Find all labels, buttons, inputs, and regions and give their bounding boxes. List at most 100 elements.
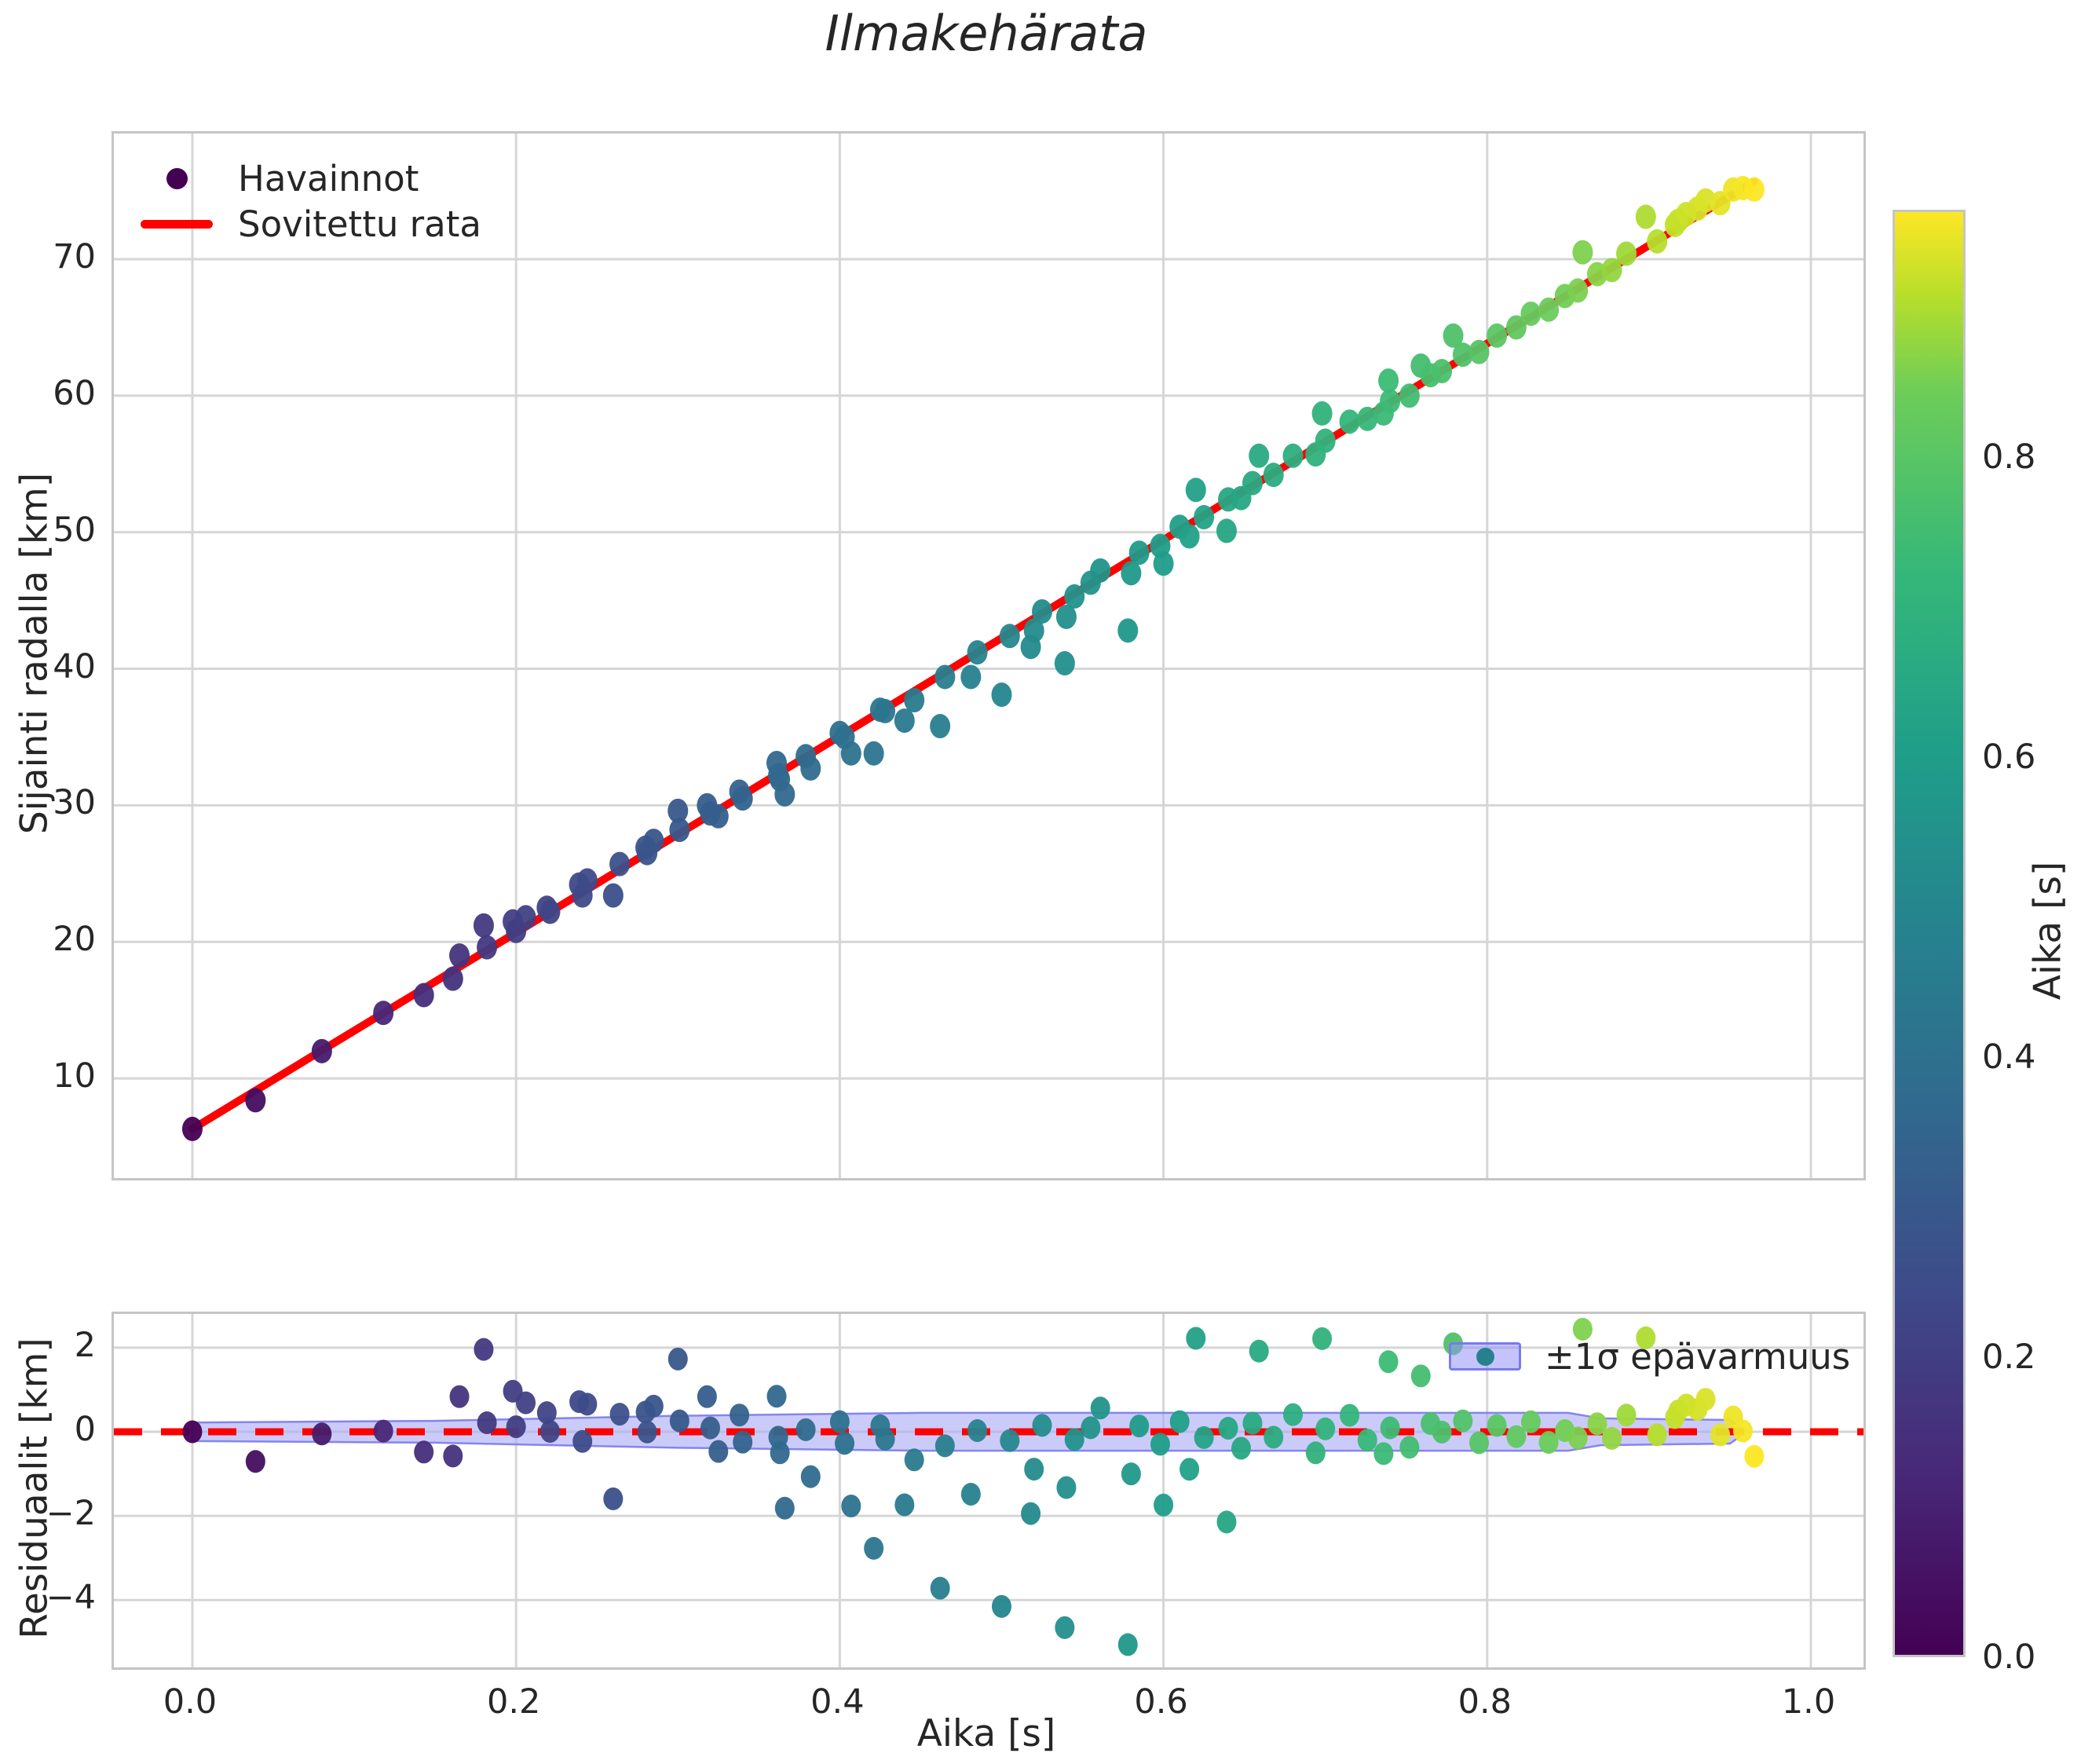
- residual-point: [841, 1494, 861, 1517]
- scatter-point: [708, 803, 729, 829]
- scatter-point: [1128, 540, 1150, 565]
- residual-point: [1000, 1429, 1020, 1452]
- scatter-point: [1357, 406, 1378, 431]
- residual-point: [474, 1338, 494, 1361]
- residual-y-tick-label: −2: [46, 1494, 96, 1534]
- scatter-point: [774, 781, 795, 807]
- main-y-tick-label: 70: [53, 236, 96, 276]
- legend-label-observations: Havainnot: [238, 157, 419, 199]
- residual-point: [960, 1482, 981, 1506]
- residual-point: [1487, 1414, 1507, 1437]
- residual-plot: ±1σ epävarmuus: [112, 1312, 1866, 1670]
- residual-point: [1129, 1414, 1150, 1438]
- residual-point: [1056, 1476, 1077, 1499]
- scatter-point: [1315, 428, 1336, 453]
- residual-point: [1538, 1431, 1559, 1455]
- residual-point: [1249, 1339, 1269, 1363]
- observations-marker-icon: [139, 167, 214, 189]
- residual-point: [443, 1444, 463, 1468]
- residual-point: [603, 1487, 624, 1510]
- residual-point: [774, 1496, 795, 1520]
- scatter-point: [1505, 315, 1527, 340]
- residual-point: [1340, 1404, 1360, 1427]
- residual-point: [373, 1419, 393, 1443]
- main-y-tick-label: 10: [53, 1056, 96, 1096]
- residual-point: [1468, 1431, 1489, 1455]
- scatter-point: [1282, 443, 1304, 468]
- scatter-point: [1117, 618, 1139, 643]
- scatter-point: [245, 1088, 266, 1113]
- residual-point: [1399, 1436, 1420, 1459]
- scatter-point: [1380, 389, 1401, 414]
- residual-point: [1636, 1326, 1656, 1349]
- residual-point: [1186, 1327, 1206, 1350]
- scatter-point: [609, 851, 631, 877]
- scatter-point: [1121, 561, 1142, 586]
- residual-y-tick-label: 2: [74, 1325, 96, 1365]
- scatter-point: [449, 943, 470, 968]
- scatter-point: [1090, 558, 1111, 583]
- x-tick-label: 1.0: [1781, 1682, 1836, 1722]
- residual-point: [1373, 1442, 1394, 1466]
- scatter-point: [1179, 524, 1200, 549]
- residual-point: [669, 1409, 689, 1433]
- residual-point: [643, 1394, 664, 1418]
- main-plot: Havainnot Sovitettu rata: [112, 131, 1866, 1180]
- colorbar-tick-label: 0.0: [1982, 1638, 2036, 1677]
- scatter-point: [840, 741, 861, 766]
- x-axis-ticks: 0.0 0.2 0.4 0.6 0.8 1.0: [112, 1682, 1861, 1729]
- residual-point: [1024, 1458, 1044, 1481]
- scatter-point: [800, 756, 821, 781]
- residual-point: [770, 1441, 790, 1465]
- fit-line-marker-icon: [139, 219, 214, 229]
- scatter-point: [1194, 505, 1215, 530]
- scatter-point: [991, 683, 1012, 708]
- residual-point: [1021, 1502, 1041, 1525]
- main-y-tick-label: 60: [53, 373, 96, 413]
- residual-point: [1357, 1429, 1377, 1452]
- residual-point: [1410, 1364, 1431, 1388]
- residual-point: [1242, 1411, 1263, 1435]
- scatter-point: [732, 786, 753, 811]
- scatter-point: [875, 698, 896, 723]
- residual-point: [1312, 1327, 1333, 1350]
- scatter-point: [576, 868, 598, 893]
- residual-point: [1282, 1403, 1303, 1426]
- residual-point: [1169, 1410, 1190, 1433]
- legend-label-fit: Sovitettu rata: [238, 203, 481, 245]
- residual-point: [572, 1429, 593, 1453]
- scatter-point: [863, 741, 884, 766]
- scatter-point: [1647, 229, 1668, 254]
- residual-point: [1432, 1420, 1452, 1444]
- scatter-point: [373, 1001, 394, 1026]
- residual-point: [1587, 1412, 1607, 1436]
- residual-point: [1744, 1444, 1765, 1468]
- residual-point: [667, 1347, 688, 1371]
- scatter-point: [1567, 278, 1589, 303]
- residual-point: [536, 1401, 557, 1425]
- residual-point: [1506, 1425, 1527, 1448]
- scatter-point: [669, 818, 690, 843]
- residual-point: [449, 1385, 470, 1408]
- residual-point: [1218, 1417, 1238, 1440]
- colorbar: [1893, 210, 1966, 1657]
- x-axis-label: Aika [s]: [916, 1712, 1056, 1755]
- residual-plot-canvas: [114, 1314, 1863, 1667]
- residual-point: [733, 1430, 753, 1454]
- scatter-point: [1032, 598, 1053, 624]
- residual-point: [1264, 1425, 1284, 1449]
- scatter-point: [1153, 551, 1174, 576]
- residual-point: [1520, 1410, 1541, 1433]
- scatter-point: [1520, 301, 1542, 326]
- main-y-tick-label: 20: [53, 920, 96, 960]
- scatter-point: [1185, 478, 1206, 503]
- residual-point: [1090, 1396, 1110, 1420]
- scatter-point: [967, 640, 988, 665]
- main-y-tick-label: 30: [53, 783, 96, 823]
- residual-point: [1616, 1404, 1637, 1427]
- residual-y-axis-ticks: 2 0 −2 −4: [0, 1312, 96, 1665]
- scatter-point: [904, 688, 925, 713]
- scatter-point: [667, 798, 689, 823]
- x-tick-label: 0.6: [1134, 1682, 1188, 1722]
- scatter-point: [1249, 443, 1270, 468]
